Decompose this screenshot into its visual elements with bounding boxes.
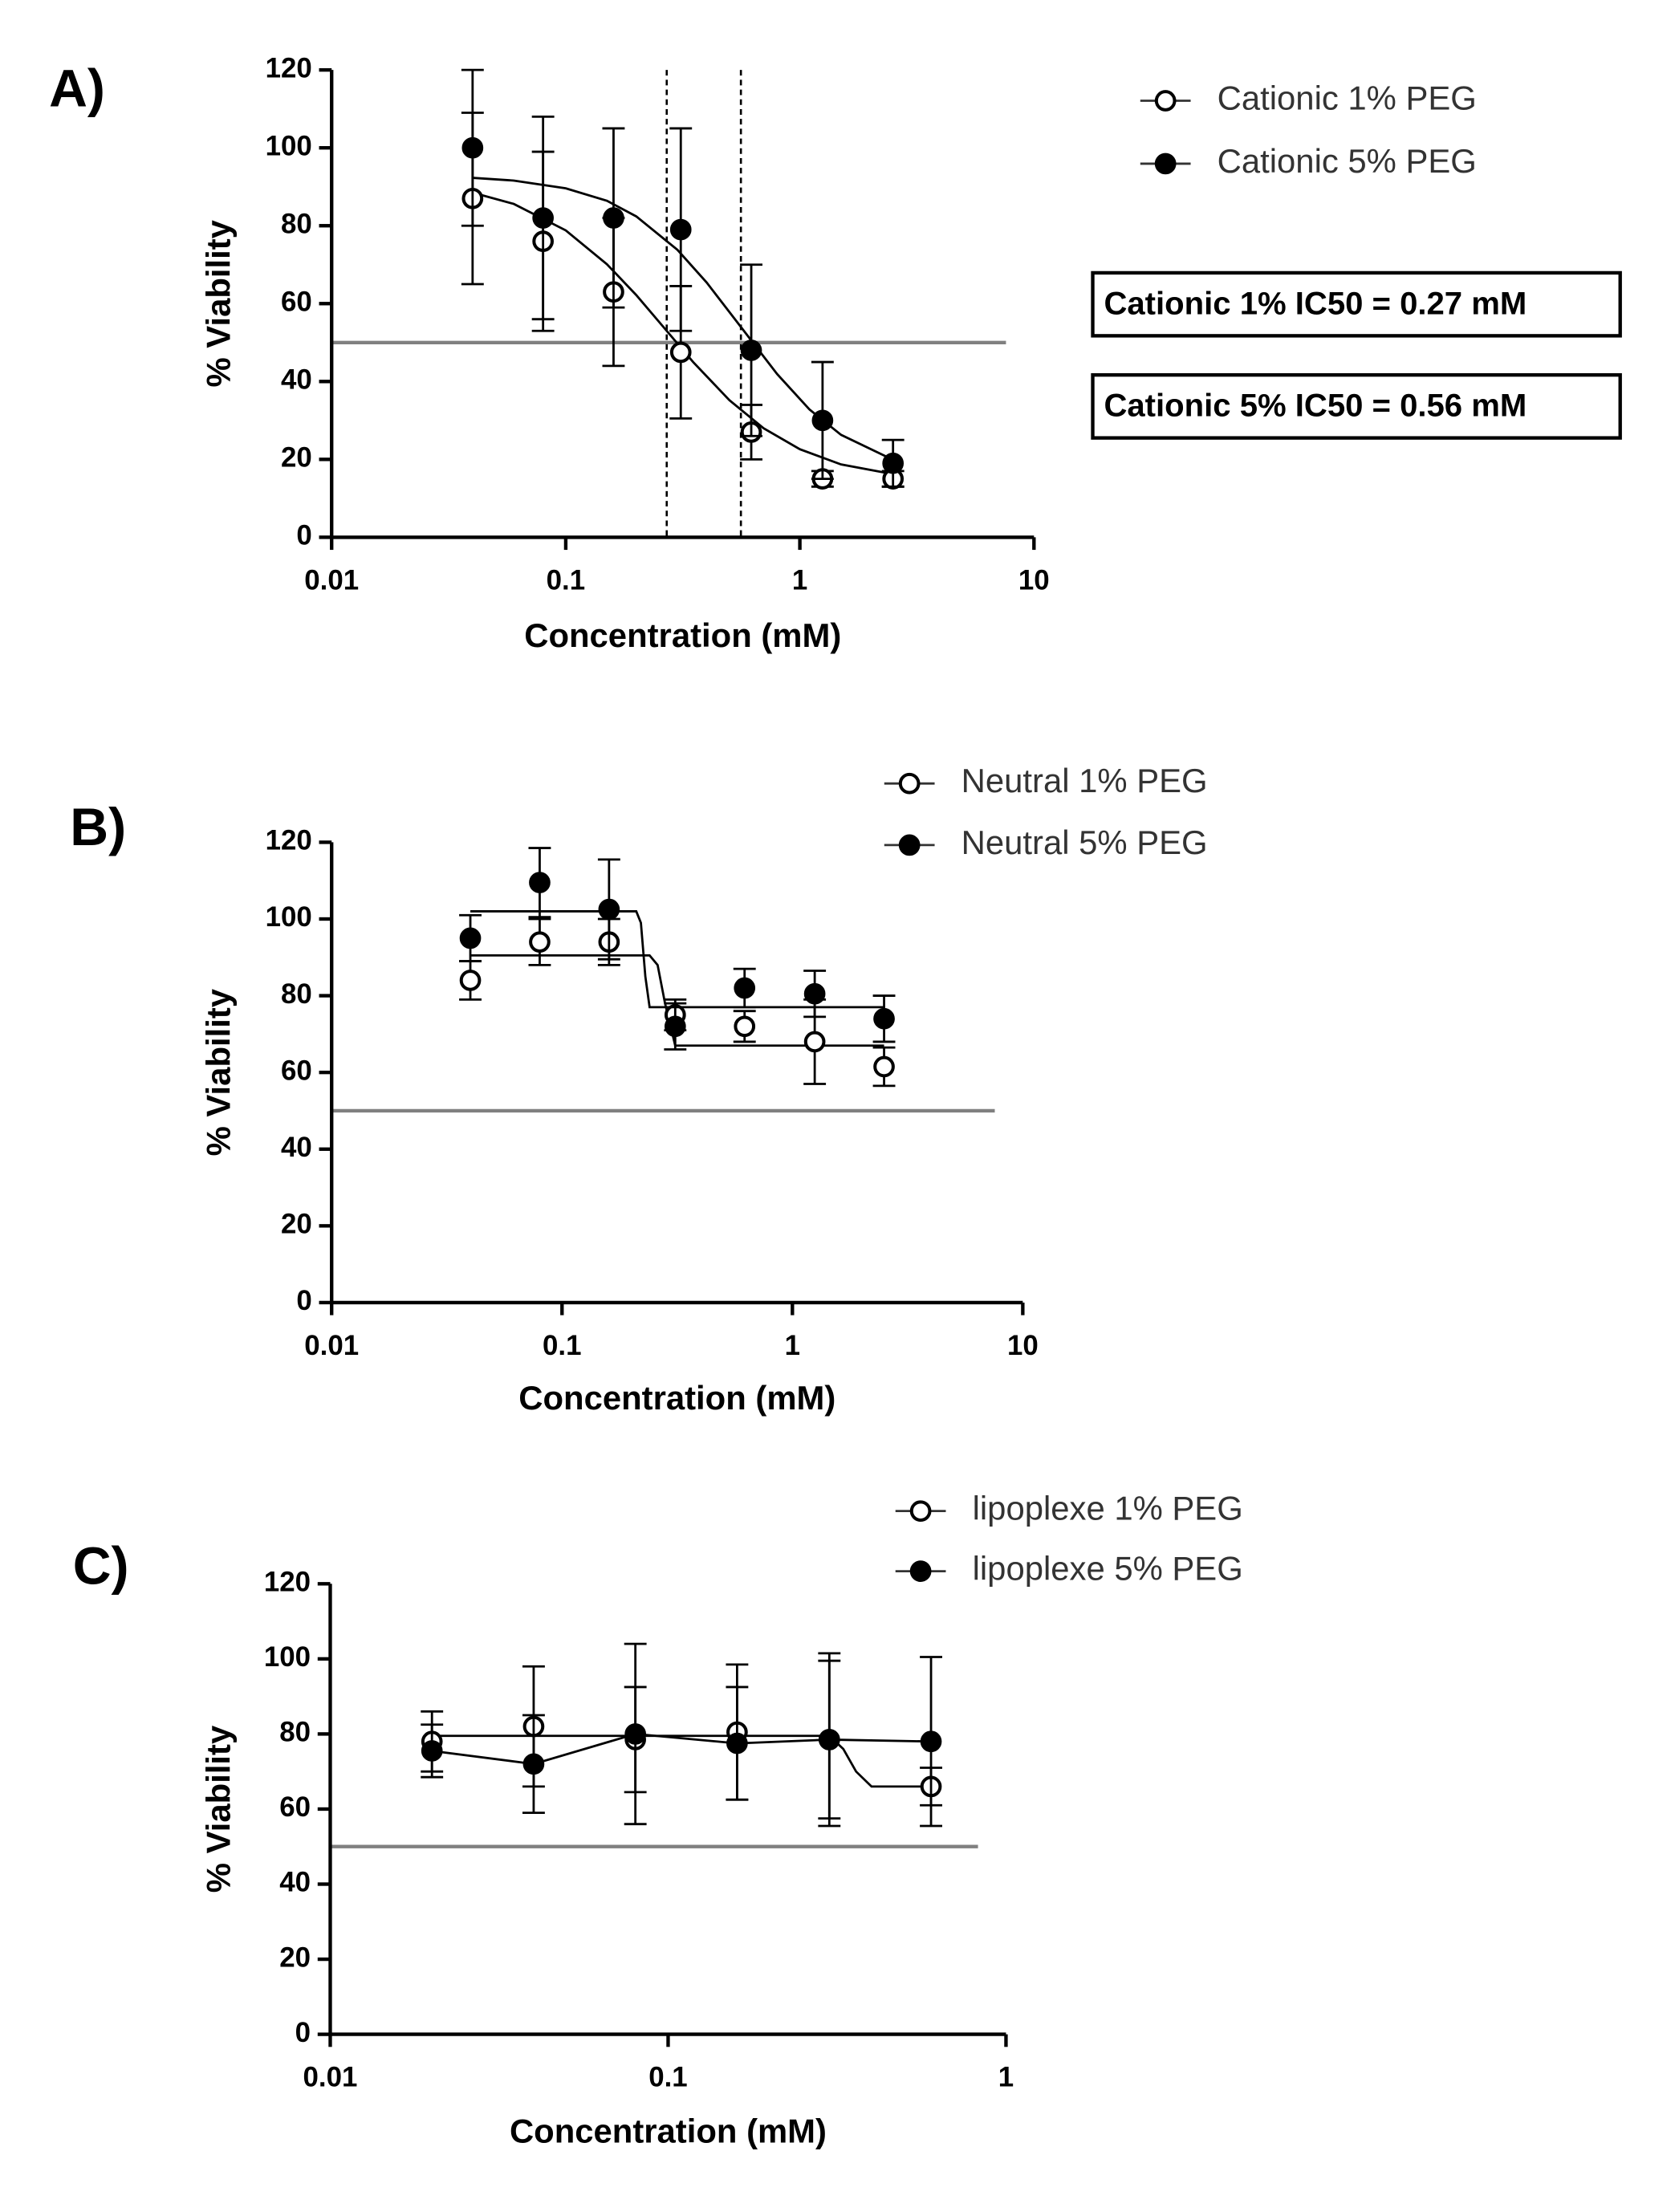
annotation-box (1091, 270, 1622, 338)
x-tick-label: 0.01 (303, 2062, 358, 2093)
data-point (459, 970, 482, 991)
x-tick-label: 1 (785, 1330, 800, 1361)
legend-label: lipoplexe 1% PEG (973, 1490, 1243, 1527)
data-point (734, 977, 756, 999)
x-tick-label: 0.1 (543, 1330, 581, 1361)
data-point (532, 207, 554, 229)
data-point (882, 452, 905, 474)
data-point (522, 1753, 545, 1775)
y-tick-label: 0 (295, 2017, 311, 2048)
y-tick-label: 40 (281, 1132, 312, 1163)
x-tick-label: 10 (1018, 564, 1050, 596)
data-point (726, 1732, 748, 1755)
legend-marker (1154, 90, 1177, 112)
legend-label: Cationic 1% PEG (1218, 79, 1477, 117)
y-tick-label: 60 (281, 286, 312, 317)
y-tick-label: 60 (279, 1791, 311, 1823)
x-tick-label: 0.1 (648, 2062, 687, 2093)
annotation-box (1091, 372, 1622, 440)
chart-panel: B) 0 20 40 60 80 100 120 0.01 0.1 1 10 Concentration… (70, 762, 1207, 1417)
y-tick-label: 100 (266, 130, 312, 161)
legend-label: Neutral 5% PEG (961, 823, 1208, 861)
data-point (529, 931, 551, 954)
data-point (459, 927, 482, 949)
y-tick-label: 80 (279, 1717, 311, 1748)
data-point (803, 982, 826, 1005)
annotation: Cationic 5% IC50 = 0.56 mM (1104, 388, 1527, 424)
data-point (803, 1031, 826, 1053)
x-axis-label: Concentration (mM) (510, 2112, 827, 2149)
y-tick-label: 60 (281, 1055, 312, 1086)
data-point (818, 1729, 840, 1750)
fit-curve (470, 954, 884, 1047)
data-point (461, 136, 484, 159)
data-point (811, 409, 834, 432)
y-axis-label: % Viability (200, 219, 238, 387)
y-tick-label: 120 (264, 1567, 311, 1598)
y-tick-label: 40 (281, 364, 312, 396)
data-point (873, 1007, 895, 1030)
data-point (624, 1723, 646, 1745)
x-tick-label: 1 (998, 2062, 1014, 2093)
y-tick-label: 120 (266, 825, 312, 856)
y-tick-label: 120 (266, 52, 312, 83)
y-tick-label: 0 (296, 520, 311, 551)
legend-marker (909, 1560, 932, 1582)
data-point (598, 898, 620, 921)
x-tick-label: 0.01 (304, 564, 359, 596)
fit-curve (432, 1734, 932, 1788)
x-tick-label: 0.01 (304, 1330, 359, 1361)
y-tick-label: 100 (264, 1641, 311, 1673)
legend-label: Neutral 1% PEG (961, 762, 1208, 799)
legend-label: Cationic 5% PEG (1218, 142, 1477, 180)
data-point (873, 1055, 895, 1078)
data-point (603, 207, 624, 229)
data-point (734, 1015, 756, 1038)
y-tick-label: 80 (281, 208, 312, 239)
legend-marker (1154, 152, 1177, 175)
chart-panel: A) 0 20 40 60 80 100 120 0.01 0.1 1 10 Concentration… (49, 52, 1622, 654)
y-tick-label: 40 (279, 1867, 311, 1898)
data-point (529, 872, 551, 893)
y-axis-label: % Viability (200, 1725, 238, 1893)
chart-panel: C) 0 20 40 60 80 100 120 0.01 0.1 1 Concentration (… (73, 1490, 1243, 2150)
legend-marker (909, 1500, 932, 1522)
panel-label: A) (49, 59, 105, 119)
x-tick-label: 10 (1007, 1330, 1039, 1361)
y-tick-label: 20 (281, 1209, 312, 1240)
data-point (669, 341, 692, 364)
x-axis-label: Concentration (mM) (518, 1379, 835, 1417)
legend-label: lipoplexe 5% PEG (973, 1550, 1243, 1588)
fit-curve (432, 1732, 932, 1766)
y-tick-label: 100 (266, 901, 312, 933)
data-point (920, 1730, 942, 1753)
x-tick-label: 1 (792, 564, 807, 596)
y-tick-label: 20 (279, 1942, 311, 1973)
y-tick-label: 80 (281, 978, 312, 1010)
x-tick-label: 0.1 (547, 564, 585, 596)
data-point (421, 1740, 443, 1762)
y-tick-label: 20 (281, 442, 312, 474)
panel-label: C) (73, 1536, 129, 1596)
x-axis-label: Concentration (mM) (524, 616, 841, 654)
legend-marker (898, 834, 921, 856)
data-point (664, 1015, 686, 1038)
data-point (740, 340, 762, 361)
annotation: Cationic 1% IC50 = 0.27 mM (1104, 286, 1527, 321)
legend-marker (898, 772, 921, 795)
data-point (669, 218, 692, 241)
panel-label: B) (70, 798, 126, 857)
y-tick-label: 0 (296, 1285, 311, 1316)
y-axis-label: % Viability (200, 988, 238, 1156)
